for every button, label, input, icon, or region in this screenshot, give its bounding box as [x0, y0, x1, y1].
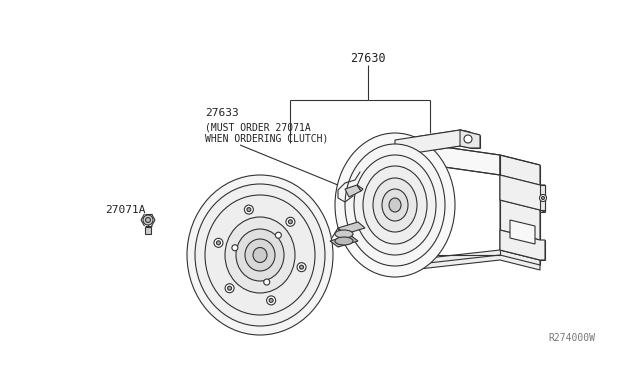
Circle shape — [541, 196, 545, 199]
Polygon shape — [500, 230, 545, 260]
Circle shape — [244, 205, 253, 214]
Ellipse shape — [205, 195, 315, 315]
Circle shape — [228, 286, 232, 290]
Ellipse shape — [335, 230, 353, 238]
Ellipse shape — [354, 155, 436, 255]
Circle shape — [214, 238, 223, 247]
Ellipse shape — [236, 229, 284, 281]
Polygon shape — [370, 250, 540, 270]
Circle shape — [247, 208, 251, 212]
Text: 27071A: 27071A — [105, 205, 145, 215]
Circle shape — [300, 265, 303, 269]
Circle shape — [267, 296, 276, 305]
Circle shape — [286, 217, 295, 226]
Polygon shape — [145, 227, 151, 234]
Polygon shape — [395, 130, 470, 156]
Ellipse shape — [245, 239, 275, 271]
Polygon shape — [370, 145, 500, 175]
Circle shape — [232, 245, 238, 251]
Polygon shape — [345, 185, 361, 197]
Polygon shape — [540, 185, 545, 210]
Polygon shape — [500, 175, 545, 210]
Circle shape — [297, 263, 306, 272]
Ellipse shape — [187, 175, 333, 335]
Polygon shape — [510, 220, 535, 244]
Ellipse shape — [225, 217, 295, 293]
Polygon shape — [500, 155, 540, 260]
Ellipse shape — [363, 166, 427, 244]
Circle shape — [216, 241, 220, 245]
Text: R274000W: R274000W — [548, 333, 595, 343]
Ellipse shape — [389, 198, 401, 212]
Circle shape — [269, 298, 273, 302]
Circle shape — [145, 218, 150, 222]
Ellipse shape — [195, 184, 325, 326]
Ellipse shape — [335, 133, 455, 277]
Text: (MUST ORDER 27071A: (MUST ORDER 27071A — [205, 122, 311, 132]
Circle shape — [225, 284, 234, 293]
Polygon shape — [370, 155, 430, 260]
Circle shape — [275, 232, 282, 238]
Polygon shape — [338, 222, 365, 234]
Polygon shape — [460, 130, 480, 148]
Text: 27630: 27630 — [350, 51, 386, 64]
Circle shape — [143, 215, 153, 225]
Circle shape — [289, 220, 292, 224]
Circle shape — [264, 279, 269, 285]
Text: WHEN ORDERING CLUTCH): WHEN ORDERING CLUTCH) — [205, 133, 328, 143]
Circle shape — [540, 195, 547, 202]
Text: 27633: 27633 — [205, 108, 239, 118]
Ellipse shape — [335, 237, 353, 245]
Polygon shape — [330, 235, 358, 247]
Ellipse shape — [382, 189, 408, 221]
Circle shape — [464, 135, 472, 143]
Ellipse shape — [373, 178, 417, 232]
Ellipse shape — [253, 247, 267, 263]
Polygon shape — [357, 185, 363, 191]
Ellipse shape — [345, 144, 445, 266]
